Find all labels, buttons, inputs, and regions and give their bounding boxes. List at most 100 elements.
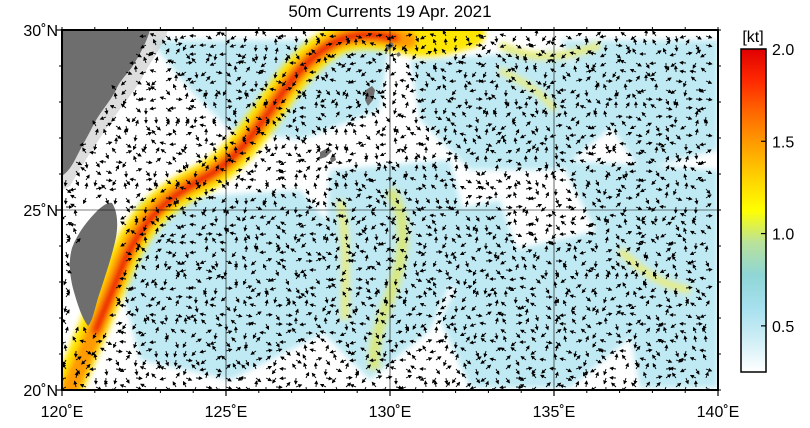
current-arrow [655, 97, 663, 102]
current-arrow [175, 119, 179, 127]
current-arrow [425, 51, 433, 55]
current-arrow [311, 49, 317, 55]
current-arrow [205, 52, 213, 57]
taiwan-island [69, 202, 118, 326]
current-arrow [404, 254, 409, 262]
current-arrow [502, 57, 507, 64]
current-arrow [195, 88, 203, 93]
current-arrow [419, 60, 427, 65]
current-arrow [514, 62, 519, 70]
current-arrow [563, 110, 568, 118]
current-arrow [704, 119, 709, 127]
current-arrow [259, 250, 267, 255]
current-arrow [415, 186, 423, 191]
current-arrow [315, 125, 321, 131]
current-arrow [559, 43, 567, 48]
current-arrow [380, 95, 387, 100]
current-arrow [179, 35, 187, 39]
current-arrow [149, 51, 157, 56]
current-arrow [295, 53, 300, 60]
current-arrow [385, 43, 393, 48]
current-arrow [99, 116, 107, 120]
current-arrow [324, 71, 329, 79]
current-arrow [505, 68, 513, 73]
current-arrow [169, 60, 177, 65]
current-arrow [343, 182, 348, 190]
current-arrow [685, 39, 690, 46]
current-arrow [165, 35, 172, 41]
current-arrow [559, 313, 567, 318]
current-arrow [275, 35, 283, 40]
current-arrow [375, 69, 383, 73]
current-arrow [194, 71, 199, 79]
current-arrow [393, 89, 397, 97]
current-arrow [649, 61, 657, 66]
current-arrow [550, 41, 557, 46]
current-arrow [399, 114, 407, 119]
current-arrow [525, 80, 532, 85]
current-arrow [453, 35, 458, 43]
current-arrow [204, 137, 209, 145]
current-arrow [209, 80, 217, 84]
current-arrow [329, 125, 337, 130]
current-arrow [304, 38, 309, 46]
current-arrow [675, 79, 683, 84]
current-arrow [175, 71, 182, 77]
current-arrow [241, 53, 247, 60]
current-arrow [233, 110, 237, 118]
moderate-current-band [336, 199, 350, 321]
current-arrow [513, 296, 518, 304]
current-arrow [639, 295, 647, 300]
current-arrow [349, 79, 357, 84]
moderate-current-band [617, 247, 691, 294]
current-arrow [375, 33, 383, 38]
current-arrow [535, 80, 542, 85]
current-arrow [602, 71, 607, 78]
current-arrow [193, 116, 198, 124]
current-arrow [143, 56, 148, 64]
current-arrow [189, 105, 197, 109]
current-arrow [159, 96, 167, 101]
current-arrow [323, 56, 328, 64]
current-arrow [175, 48, 180, 55]
current-arrow [599, 53, 607, 58]
map-title: 50m Currents 19 Apr. 2021 [288, 2, 491, 21]
current-arrow [325, 187, 333, 192]
current-arrow [685, 133, 693, 138]
current-arrow [382, 101, 387, 109]
lon-tick-label: 135˚E [533, 404, 576, 421]
moderate-current-band [498, 66, 558, 113]
current-arrow [285, 44, 291, 50]
current-arrow [369, 95, 377, 100]
current-arrow [295, 89, 302, 94]
current-arrow [255, 125, 261, 132]
current-arrow [243, 344, 248, 352]
current-arrow [462, 111, 467, 118]
map-area [62, 30, 718, 390]
current-arrow [259, 87, 267, 92]
current-arrow [442, 75, 447, 82]
current-arrow [549, 53, 557, 57]
current-arrow [405, 83, 409, 91]
current-arrow [575, 101, 579, 109]
current-arrow [584, 380, 589, 388]
current-arrow [425, 125, 430, 133]
current-arrow [314, 380, 319, 388]
current-arrow [215, 70, 223, 75]
current-arrow [375, 107, 380, 115]
current-arrow [560, 62, 567, 68]
current-arrow [362, 89, 367, 97]
current-arrow [185, 53, 191, 60]
colorbar: [kt] 0.5 1.0 1.5 2.0 [740, 29, 794, 373]
current-arrow [420, 107, 427, 113]
current-arrow [354, 305, 359, 313]
current-arrow [584, 272, 589, 280]
current-arrow [565, 71, 571, 77]
current-arrow [361, 39, 367, 46]
current-arrow [409, 78, 417, 82]
kuroshio-core [91, 30, 400, 335]
current-arrow [689, 69, 697, 74]
current-arrow [212, 119, 217, 127]
current-arrow [405, 125, 411, 131]
current-arrow [183, 83, 188, 91]
